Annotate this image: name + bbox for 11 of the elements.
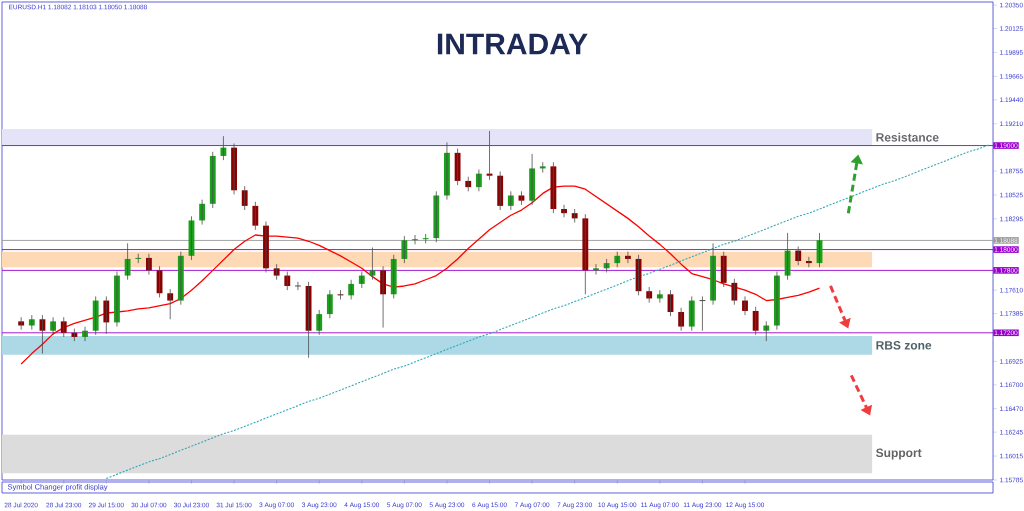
- candlestick: [507, 190, 514, 211]
- candlestick: [273, 263, 280, 281]
- candlestick: [60, 316, 67, 338]
- candlestick: [28, 314, 35, 331]
- band-label: RBS zone: [876, 341, 932, 350]
- band-label: Support: [876, 448, 922, 460]
- band-label: Resistance: [876, 132, 939, 142]
- candlestick: [18, 316, 25, 331]
- annotation: INTRADAY: [437, 33, 588, 55]
- candlestick: [294, 281, 302, 291]
- candlestick: [167, 288, 174, 320]
